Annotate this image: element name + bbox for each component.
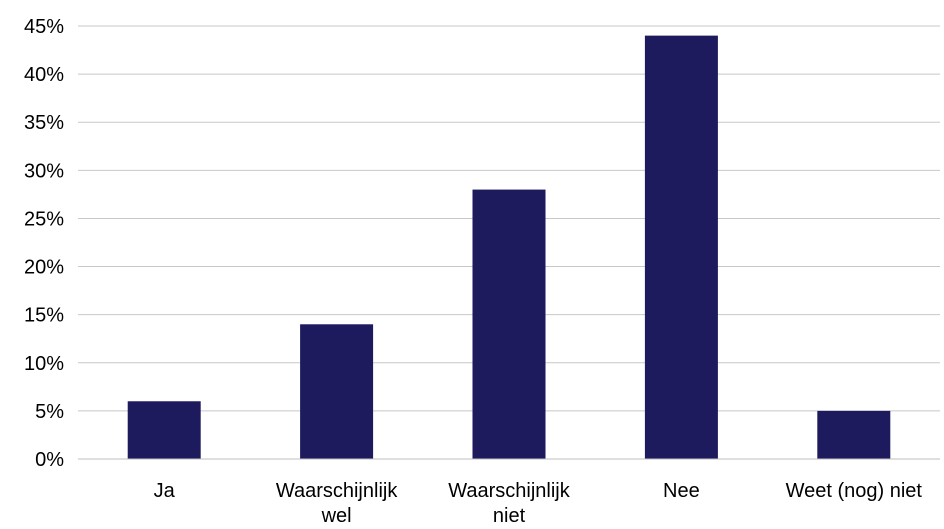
- y-tick-label: 15%: [24, 305, 64, 327]
- x-category-label-line: Waarschijnlijk: [276, 480, 399, 502]
- bar: [472, 189, 546, 460]
- x-category-label: Weet (nog) niet: [786, 480, 923, 502]
- x-category-label-line: Ja: [154, 480, 176, 502]
- y-tick-label: 5%: [35, 401, 64, 423]
- y-tick-label: 35%: [24, 112, 64, 134]
- bar: [817, 410, 891, 459]
- y-axis-tick-labels: 0% 5% 10% 15% 20% 25% 30% 35% 40% 45%: [24, 16, 64, 471]
- x-category-label-line: Weet (nog) niet: [786, 480, 923, 502]
- x-category-label-line: Nee: [663, 480, 700, 502]
- y-tick-label: 25%: [24, 208, 64, 230]
- y-tick-label: 20%: [24, 257, 64, 279]
- x-category-label: Waarschijnlijk niet: [448, 480, 571, 527]
- x-axis-category-labels: Ja Waarschijnlijk wel Waarschijnlijk niet Nee…: [154, 480, 923, 527]
- y-tick-label: 30%: [24, 160, 64, 182]
- bar: [300, 324, 374, 459]
- y-tick-label: 10%: [24, 353, 64, 375]
- bars: [127, 35, 891, 460]
- y-tick-label: 45%: [24, 16, 64, 38]
- x-category-label-line: wel: [321, 505, 352, 527]
- bar: [127, 401, 201, 459]
- y-tick-label: 40%: [24, 64, 64, 86]
- x-category-label-line: Waarschijnlijk: [448, 480, 571, 502]
- bar: [644, 35, 718, 459]
- x-category-label-line: niet: [493, 505, 526, 527]
- x-category-label: Nee: [663, 480, 700, 502]
- y-tick-label: 0%: [35, 449, 64, 471]
- x-category-label: Waarschijnlijk wel: [276, 480, 399, 527]
- x-category-label: Ja: [154, 480, 176, 502]
